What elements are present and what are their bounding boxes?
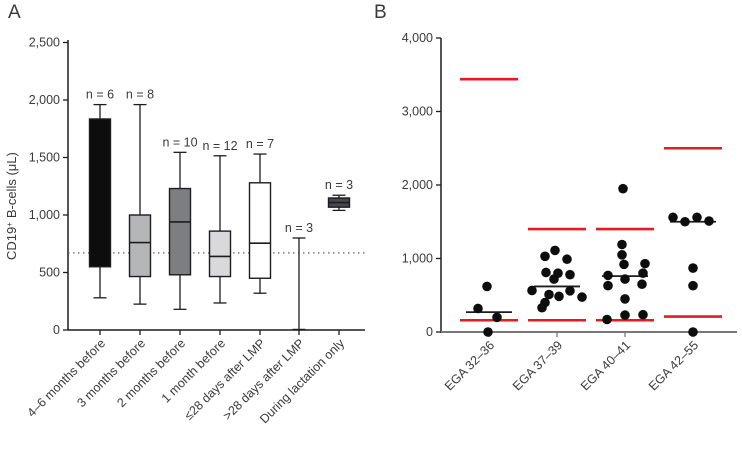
b-scatter-point <box>492 312 502 323</box>
a-n-label: n = 12 <box>202 139 237 153</box>
a-box <box>208 230 232 278</box>
b-y-tick-label: 4,000 <box>402 31 433 45</box>
b-scatter-point <box>554 291 564 302</box>
b-y-tick-label: 1,000 <box>402 252 433 266</box>
b-scatter-point <box>618 183 628 194</box>
b-scatter-point <box>603 270 613 281</box>
b-scatter-point <box>540 251 550 262</box>
b-scatter-point <box>483 327 493 337</box>
b-scatter-point <box>565 269 575 280</box>
b-category-label: EGA 42–55 <box>646 338 701 393</box>
a-box <box>248 182 272 279</box>
b-scatter-point <box>620 274 630 284</box>
b-scatter-point <box>602 314 612 325</box>
b-scatter-point <box>603 280 613 291</box>
b-scatter-point <box>473 303 483 314</box>
b-scatter-point <box>692 212 702 223</box>
a-y-tick-label: 500 <box>39 266 60 280</box>
b-scatter-point <box>704 216 714 226</box>
b-scatter-point <box>482 281 492 292</box>
panel-a-label: A <box>8 2 21 23</box>
a-y-tick-label: 2,500 <box>29 36 60 50</box>
b-scatter-point <box>688 327 698 337</box>
b-scatter-point <box>617 250 627 260</box>
b-scatter-point <box>688 280 698 291</box>
b-category-label: EGA 37–39 <box>510 338 565 393</box>
b-category-label: EGA 40–41 <box>578 338 633 393</box>
b-scatter-point <box>544 289 554 300</box>
b-scatter-point <box>617 239 627 250</box>
b-scatter-point <box>537 302 547 313</box>
b-category-label: EGA 32–36 <box>442 338 497 393</box>
b-scatter-point <box>562 254 572 265</box>
a-n-label: n = 3 <box>285 221 313 235</box>
b-scatter-point <box>688 263 698 273</box>
b-scatter-point <box>680 216 690 227</box>
a-box <box>168 187 192 276</box>
b-scatter-point <box>549 274 559 284</box>
a-y-tick-label: 2,000 <box>29 93 60 107</box>
b-scatter-point <box>565 286 575 296</box>
b-scatter-point <box>527 285 537 296</box>
a-n-label: n = 7 <box>246 137 274 151</box>
b-scatter-point <box>550 245 560 256</box>
a-y-tick-label: 1,500 <box>29 151 60 165</box>
b-y-tick-label: 2,000 <box>402 178 433 192</box>
b-scatter-point <box>577 292 587 302</box>
b-scatter-point <box>541 267 551 278</box>
b-scatter-point <box>620 294 630 304</box>
b-scatter-point <box>668 212 678 223</box>
a-y-tick-label: 0 <box>53 323 60 337</box>
b-scatter-point <box>640 258 650 269</box>
b-scatter-point <box>638 309 648 320</box>
a-y-tick-label: 1,000 <box>29 208 60 222</box>
a-n-label: n = 8 <box>126 88 154 102</box>
a-box <box>128 214 152 278</box>
a-n-label: n = 3 <box>325 178 353 192</box>
panel-b-label: B <box>374 2 387 23</box>
b-scatter-point <box>619 259 629 270</box>
a-n-label: n = 6 <box>86 88 114 102</box>
a-n-label: n = 10 <box>162 135 197 149</box>
b-y-tick-label: 3,000 <box>402 105 433 119</box>
b-scatter-point <box>638 268 648 279</box>
b-scatter-point <box>637 279 647 290</box>
b-scatter-point <box>620 310 630 320</box>
b-y-tick-label: 0 <box>426 325 433 339</box>
a-y-axis-title: CD19+ B-cells (μL) <box>4 152 19 260</box>
a-box <box>88 118 112 268</box>
